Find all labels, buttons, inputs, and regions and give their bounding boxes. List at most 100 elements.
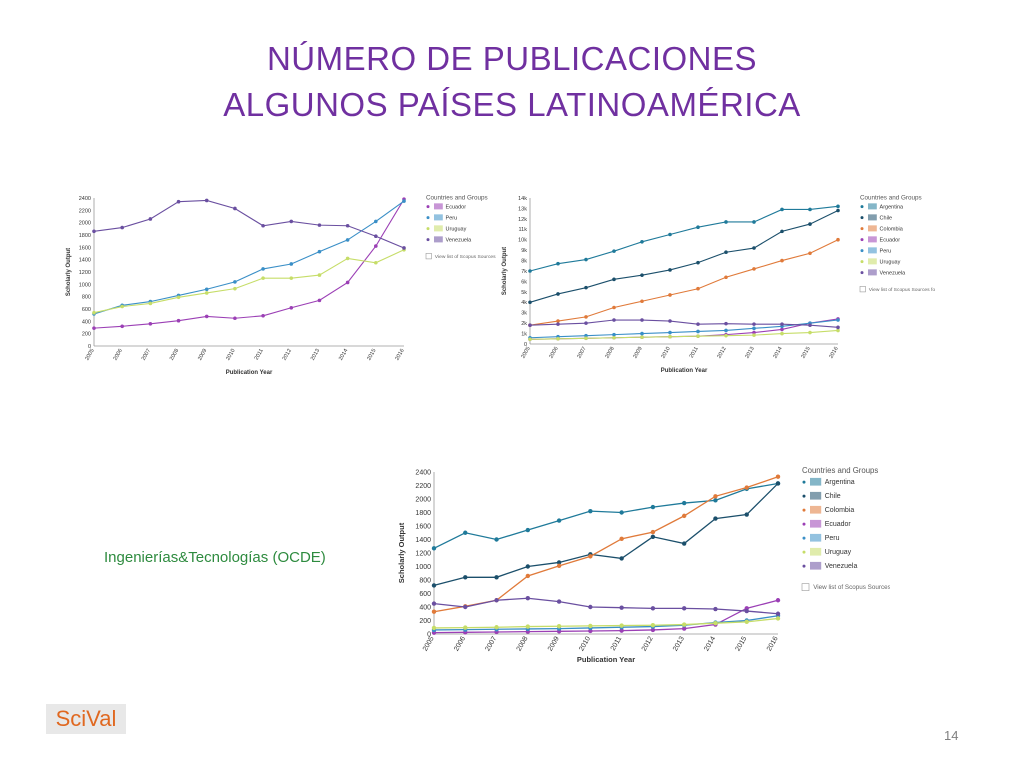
- data-point-ecuador: [92, 326, 96, 330]
- x-tick-label: 2013: [310, 348, 321, 362]
- data-point-venezuela: [668, 319, 672, 323]
- y-tick-label: 13k: [518, 206, 527, 212]
- data-point-venezuela: [261, 223, 265, 228]
- data-point-venezuela: [619, 605, 624, 610]
- legend-marker: [860, 227, 864, 231]
- y-tick-label: 200: [419, 618, 431, 625]
- data-point-uruguay: [752, 333, 756, 337]
- data-point-colombia: [668, 293, 672, 297]
- title-line-2: ALGUNOS PAÍSES LATINOAMÉRICA: [223, 86, 801, 123]
- legend-marker: [426, 227, 430, 231]
- data-point-argentina: [681, 500, 687, 506]
- series-line-peru: [93, 200, 405, 315]
- data-point-uruguay: [713, 621, 718, 626]
- y-tick-label: 2400: [79, 196, 91, 202]
- data-point-venezuela: [176, 199, 181, 204]
- y-tick-label: 600: [82, 307, 91, 313]
- data-point-venezuela: [528, 323, 532, 328]
- y-tick-label: 400: [419, 604, 431, 611]
- x-tick-label: 2011: [254, 348, 265, 361]
- data-point-peru: [584, 333, 588, 338]
- data-point-argentina: [668, 232, 672, 237]
- x-tick-label: 2008: [169, 348, 180, 362]
- data-point-peru: [374, 219, 378, 224]
- x-tick-label: 2009: [632, 346, 643, 360]
- x-tick-label: 2013: [744, 346, 755, 360]
- legend-marker: [860, 260, 864, 264]
- legend-flag-icon: [810, 533, 822, 542]
- data-point-chile: [744, 512, 749, 517]
- checkbox-icon: [801, 583, 810, 591]
- y-tick-label: 800: [82, 295, 91, 301]
- series-line-peru: [433, 615, 779, 631]
- legend-entry: Venezuela: [880, 270, 907, 276]
- chart-top-left: 0 200 400 600 800 1000 1200 1400 1600 1800 2000 220…: [66, 195, 496, 377]
- data-point-venezuela: [836, 325, 840, 330]
- data-point-colombia: [775, 474, 781, 479]
- data-point-peru: [836, 318, 840, 322]
- data-point-uruguay: [463, 625, 468, 630]
- legend-marker: [802, 522, 806, 526]
- legend-entry: Ecuador: [825, 521, 852, 528]
- data-point-ecuador: [289, 305, 294, 310]
- data-point-chile: [584, 285, 588, 290]
- series-line-uruguay: [529, 329, 839, 340]
- data-point-uruguay: [431, 625, 437, 631]
- data-point-ecuador: [233, 316, 237, 321]
- x-tick-label: 2015: [735, 635, 749, 652]
- data-point-venezuela: [494, 598, 499, 603]
- data-point-chile: [619, 556, 624, 561]
- data-point-chile: [724, 250, 728, 255]
- x-tick-label: 2007: [576, 346, 587, 360]
- x-tick-label: 2016: [766, 635, 780, 652]
- x-tick-label: 2005: [520, 346, 531, 360]
- legend-marker: [426, 216, 430, 220]
- legend-flag-icon: [868, 225, 877, 232]
- x-tick-label: 2008: [516, 635, 530, 652]
- y-tick-label: 0: [88, 344, 91, 350]
- data-point-peru: [696, 329, 700, 334]
- legend-flag-icon: [868, 214, 877, 221]
- x-tick-label: 2014: [703, 635, 717, 652]
- series-line-ecuador: [93, 198, 405, 329]
- data-point-uruguay: [289, 276, 294, 280]
- data-point-argentina: [780, 207, 784, 212]
- checkbox-icon: [859, 286, 866, 293]
- legend-entry: Colombia: [825, 507, 855, 514]
- data-point-venezuela: [584, 321, 588, 325]
- data-point-chile: [681, 541, 687, 546]
- legend-flag-icon: [868, 247, 877, 254]
- legend-footer: View list of Scopus Sources: [435, 254, 496, 260]
- series-line-venezuela: [529, 319, 839, 328]
- x-tick-label: 2009: [197, 348, 208, 362]
- y-tick-label: 6k: [521, 279, 527, 285]
- legend-entry: Uruguay: [880, 259, 901, 265]
- x-tick-label: 2014: [772, 346, 783, 360]
- data-point-colombia: [724, 275, 728, 280]
- legend-marker: [426, 238, 430, 242]
- data-point-uruguay: [612, 335, 616, 340]
- legend-marker: [802, 508, 806, 512]
- data-point-uruguay: [120, 304, 124, 309]
- data-point-venezuela: [713, 606, 718, 612]
- data-point-uruguay: [724, 333, 728, 338]
- x-tick-label: 2010: [660, 346, 671, 360]
- data-point-peru: [345, 238, 350, 242]
- legend-title: Countries and Groups: [426, 195, 488, 202]
- data-point-venezuela: [808, 323, 812, 328]
- data-point-uruguay: [650, 623, 656, 628]
- y-axis-label: Scholarly Output: [397, 522, 406, 583]
- data-point-ecuador: [588, 628, 593, 634]
- legend-flag-icon: [810, 477, 822, 486]
- data-point-colombia: [584, 315, 588, 319]
- legend-flag-icon: [810, 561, 822, 570]
- data-point-uruguay: [775, 616, 781, 621]
- x-tick-label: 2008: [604, 346, 615, 360]
- y-tick-label: 5k: [521, 290, 527, 296]
- legend-flag-icon: [434, 236, 443, 243]
- data-point-chile: [525, 564, 531, 569]
- x-tick-label: 2005: [422, 635, 436, 652]
- data-point-venezuela: [204, 198, 209, 203]
- y-tick-label: 3k: [521, 311, 527, 317]
- legend-marker: [802, 536, 806, 540]
